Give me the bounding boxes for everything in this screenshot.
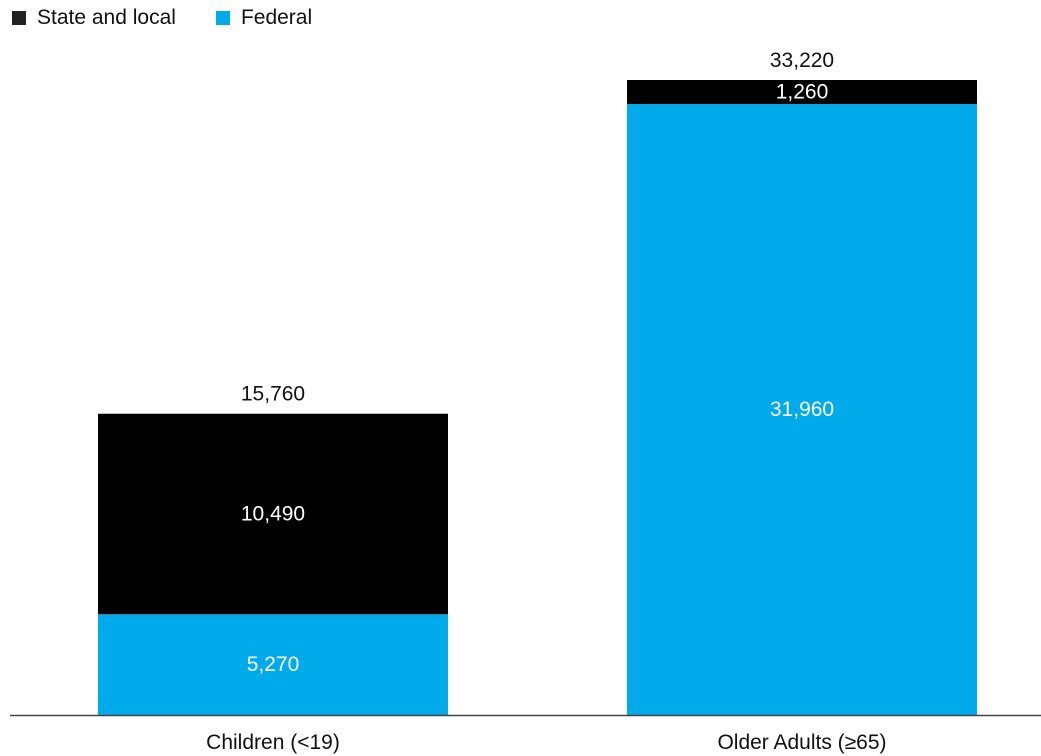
total-label-children: 15,760 [241, 383, 305, 406]
x-tick-label-children: Children (<19) [206, 731, 340, 754]
legend-item-state-and-local: State and local [12, 6, 176, 30]
bar-segment-federal-children [98, 614, 448, 715]
legend-swatch-federal [215, 11, 230, 25]
legend: State and local Federal [12, 6, 352, 30]
legend-label-state-and-local: State and local [37, 6, 176, 29]
data-label-federal-children: 5,270 [247, 653, 300, 676]
data-label-state-and-local-older-adults: 1,260 [776, 81, 829, 104]
bar-segment-state-and-local-children [98, 413, 448, 615]
bar-segment-federal-older-adults [627, 104, 977, 715]
bar-segment-state-and-local-older-adults [627, 80, 977, 105]
legend-swatch-state-and-local [12, 11, 26, 25]
data-label-state-and-local-children: 10,490 [241, 503, 305, 526]
legend-item-federal: Federal [215, 6, 313, 30]
data-label-federal-older-adults: 31,960 [770, 398, 834, 421]
legend-label-federal: Federal [240, 6, 313, 29]
total-label-older-adults: 33,220 [770, 49, 834, 72]
x-tick-label-older-adults: Older Adults (≥65) [717, 731, 886, 754]
